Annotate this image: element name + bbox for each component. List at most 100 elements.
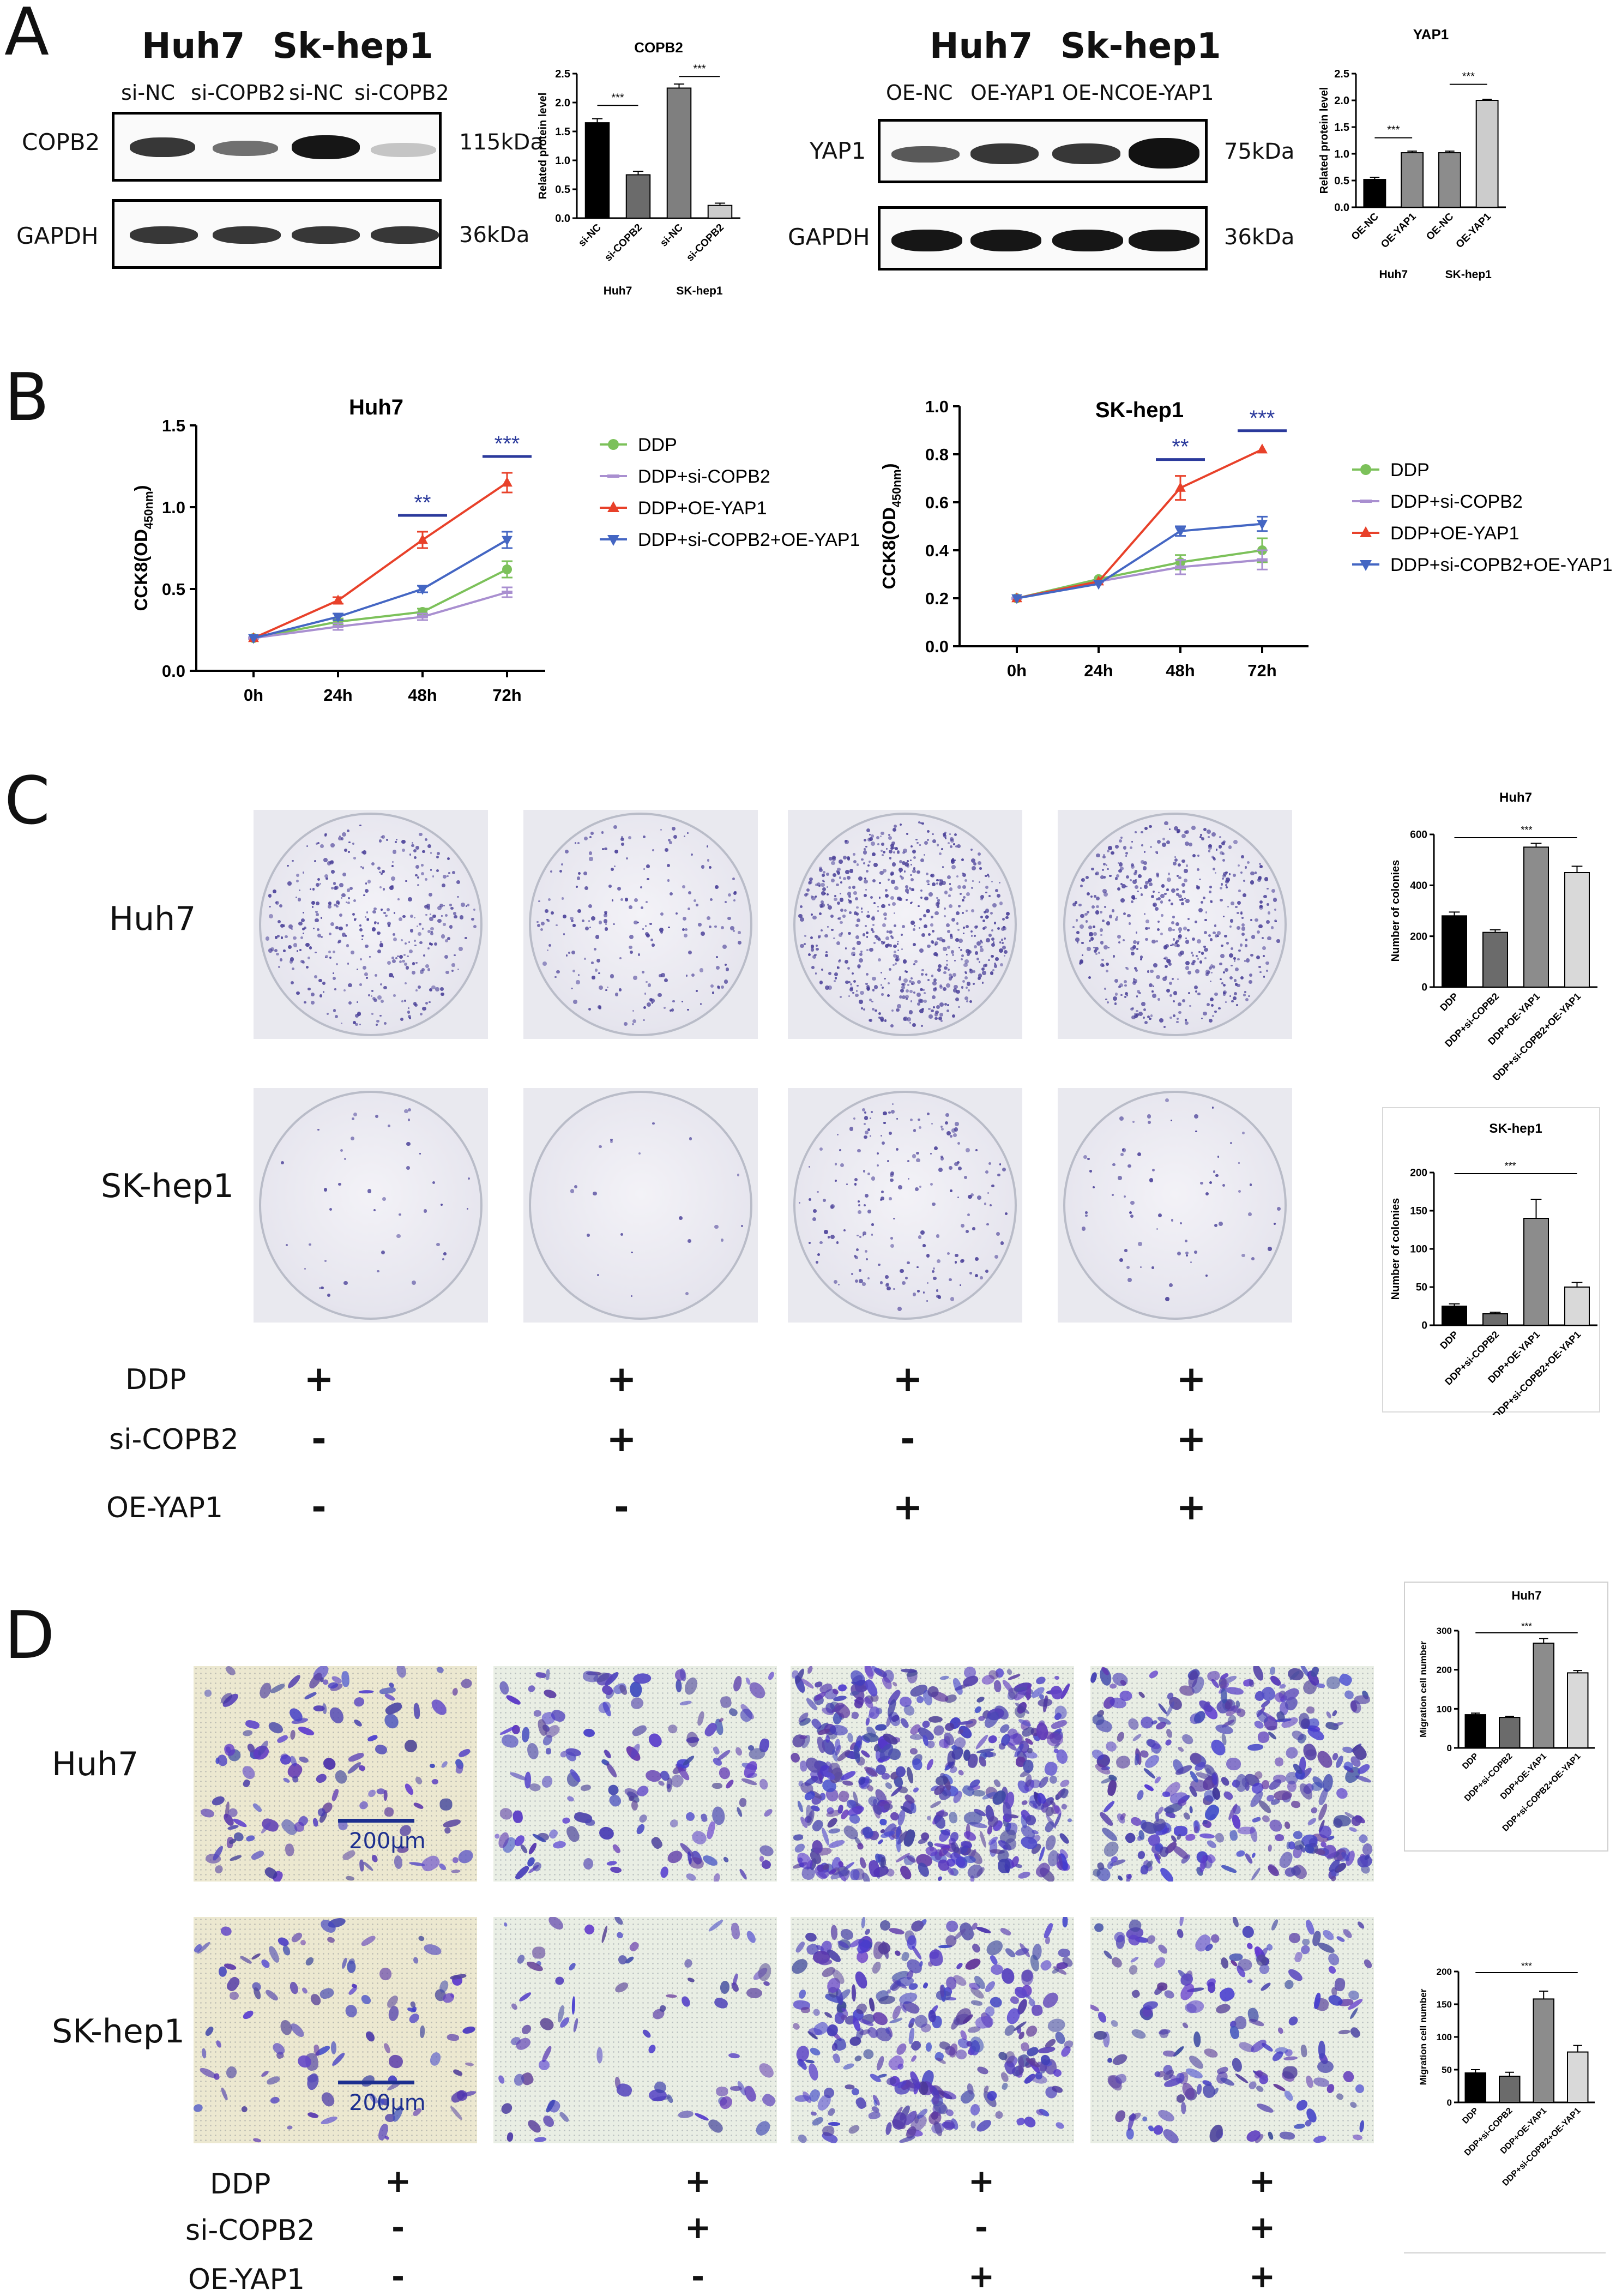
colony-dot (1162, 837, 1165, 840)
colony-dot (962, 899, 964, 901)
colony-dot (1240, 911, 1243, 913)
colony-dot (899, 860, 902, 864)
colony-dot (605, 989, 607, 991)
colony-dot (1169, 1016, 1172, 1019)
colony-dot (920, 896, 922, 899)
colony-dot (949, 845, 952, 849)
colony-dot (589, 836, 592, 838)
treatment-plus: + (968, 2258, 995, 2295)
colony-dot (467, 1177, 471, 1180)
colony-dot (576, 980, 580, 984)
colony-dot (966, 892, 970, 897)
colony-dot (1225, 886, 1228, 889)
colony-dot (1254, 871, 1257, 874)
colony-dot (725, 963, 727, 966)
colony-dot (429, 913, 431, 915)
lane-label: OE-YAP1 (1129, 81, 1214, 105)
colony-dot (885, 936, 889, 941)
colony-dot (887, 982, 890, 985)
colony-dot (391, 861, 394, 863)
colony-dot (443, 905, 445, 907)
colony-dot (1265, 961, 1269, 965)
colony-dot (881, 993, 884, 996)
blot-band (213, 141, 278, 156)
colony-dot (687, 907, 690, 910)
colony-dot (914, 959, 918, 963)
colony-dot (924, 896, 928, 901)
treatment-plus: + (1249, 2162, 1276, 2199)
colony-dot (624, 898, 629, 901)
colony-dot (839, 893, 842, 895)
colony-dot (670, 892, 673, 895)
stained-cell (936, 1811, 949, 1817)
colony-dot (671, 1008, 674, 1012)
colony-dot (839, 1149, 841, 1151)
colony-dot (1201, 952, 1204, 955)
colony-dot (332, 950, 335, 953)
colony-dot (837, 966, 839, 969)
colony-dot (302, 927, 305, 931)
colony-dot (427, 968, 431, 971)
colony-dot (881, 1191, 884, 1193)
colony-dot (936, 1234, 940, 1238)
colony-dot (1233, 839, 1238, 844)
colony-dot (950, 860, 955, 864)
colony-dot (411, 842, 413, 844)
colony-dot (400, 939, 403, 941)
colony-dot (315, 883, 319, 887)
colony-dot (588, 851, 593, 855)
colony-dot (1134, 870, 1138, 873)
colony-dot (863, 850, 867, 855)
colony-dot (867, 1173, 870, 1175)
colony-dot (714, 925, 717, 928)
colony-dot (408, 949, 413, 954)
colony-dot (958, 946, 961, 948)
colony-dot (885, 894, 889, 898)
blot-band (371, 143, 436, 157)
colony-dot (1139, 887, 1142, 889)
y-tick-label: 0.6 (925, 493, 949, 512)
colony-dot (881, 850, 883, 852)
colony-dot (979, 948, 984, 952)
colony-dot (376, 1019, 379, 1023)
colony-dot (1256, 930, 1260, 934)
colony-dot (302, 911, 305, 914)
colony-dot (1203, 930, 1207, 934)
colony-dot (1152, 891, 1155, 893)
colony-dot (815, 944, 818, 947)
colony-dot (1156, 1228, 1158, 1230)
colony-dot (1169, 1283, 1173, 1288)
colony-dot (336, 905, 339, 908)
colony-dot (824, 892, 826, 895)
colony-dot (1104, 905, 1107, 909)
colony-dot (1107, 868, 1109, 870)
colony-dot (823, 1229, 828, 1234)
colony-dot (918, 1235, 922, 1239)
colony-dot (917, 1290, 920, 1293)
colony-dot (1142, 866, 1147, 871)
stained-cell (739, 1798, 747, 1807)
colony-dot (933, 978, 937, 982)
y-tick-label: 50 (1442, 2065, 1452, 2075)
colony-dot (1167, 873, 1171, 875)
treatment-minus: - (974, 2209, 988, 2246)
colony-dot (296, 991, 300, 995)
colony-dot (1221, 945, 1223, 947)
colony-dot (905, 899, 908, 901)
colony-dot (390, 876, 395, 881)
colony-dot (865, 888, 867, 891)
colony-dot (320, 917, 323, 919)
colony-dot (660, 912, 664, 916)
colony-dot (309, 1243, 312, 1246)
chart-title: Huh7 (1499, 790, 1532, 805)
colony-dot (403, 953, 406, 957)
colony-dot (1096, 905, 1099, 909)
colony-dot (1118, 1176, 1122, 1180)
colony-dot (994, 889, 999, 893)
colony-dot (683, 835, 686, 838)
colony-dot (863, 1122, 866, 1126)
colony-dot (447, 875, 449, 877)
colony-dot (955, 997, 960, 1001)
stained-cell (313, 1705, 325, 1711)
colony-dot (1127, 1278, 1132, 1283)
